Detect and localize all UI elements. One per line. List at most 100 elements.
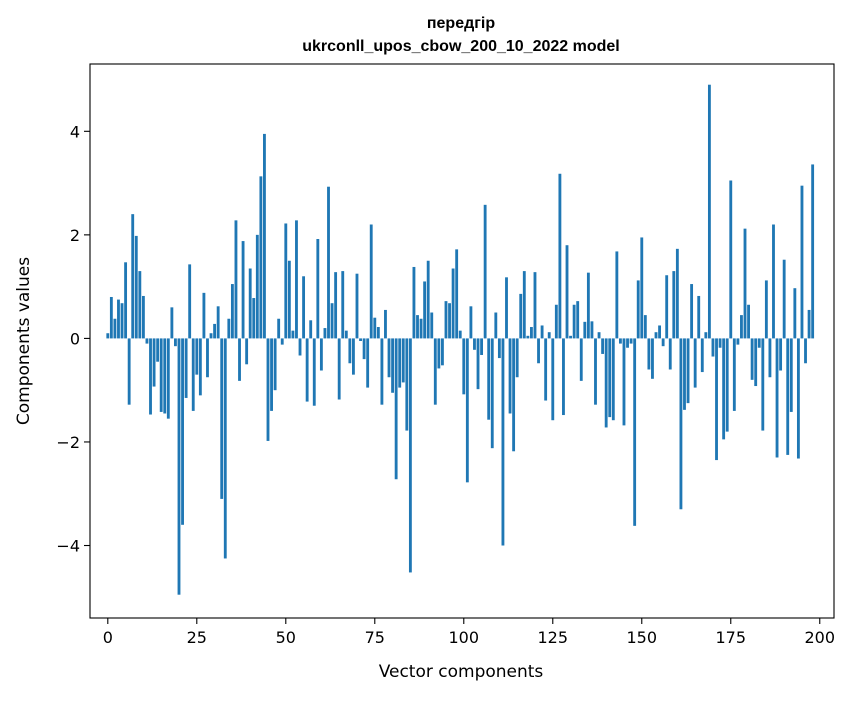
bar xyxy=(384,309,387,339)
bar xyxy=(658,325,661,339)
bar xyxy=(626,338,629,348)
bar xyxy=(223,338,227,559)
bar xyxy=(323,328,327,339)
bar xyxy=(376,327,380,339)
bar xyxy=(807,309,811,339)
bar xyxy=(469,306,473,339)
bar xyxy=(615,251,619,339)
bar xyxy=(159,338,163,412)
bar xyxy=(156,338,160,362)
bar xyxy=(191,338,195,411)
bar xyxy=(227,318,231,339)
bar xyxy=(401,338,405,383)
bar xyxy=(408,338,412,573)
bar xyxy=(131,214,135,339)
bar xyxy=(497,338,501,359)
bar xyxy=(562,338,565,416)
bar xyxy=(601,338,605,354)
bar xyxy=(757,338,761,348)
bar xyxy=(405,338,409,431)
bar xyxy=(273,338,277,391)
x-tick-label: 0 xyxy=(103,628,113,647)
y-tick-label: 2 xyxy=(70,226,80,245)
bar xyxy=(586,272,590,339)
bar xyxy=(184,338,188,398)
bar xyxy=(181,338,184,525)
bar xyxy=(779,338,783,371)
bar xyxy=(654,332,658,339)
bar xyxy=(569,335,572,339)
bar xyxy=(508,338,512,414)
bar xyxy=(540,325,544,339)
plot-frame xyxy=(89,63,835,619)
bar xyxy=(348,338,352,364)
bar xyxy=(387,338,391,378)
bar xyxy=(141,295,145,339)
bar xyxy=(170,307,174,339)
bar xyxy=(665,275,669,339)
bar xyxy=(355,273,359,339)
bar xyxy=(526,335,530,339)
bar xyxy=(316,239,320,339)
bar xyxy=(537,338,540,364)
bar xyxy=(298,338,302,356)
bar xyxy=(152,338,156,387)
bar xyxy=(611,338,615,421)
bar xyxy=(362,338,366,360)
bar xyxy=(700,338,704,373)
bar xyxy=(622,338,626,426)
bar xyxy=(277,318,281,339)
bar xyxy=(369,224,373,339)
bar xyxy=(234,220,238,339)
bar xyxy=(312,338,316,406)
bar xyxy=(444,301,448,339)
bar xyxy=(651,338,654,379)
bar xyxy=(501,338,505,546)
bar xyxy=(423,281,427,339)
bar xyxy=(718,338,722,348)
x-tick-label: 125 xyxy=(538,628,569,647)
bar xyxy=(547,332,551,339)
bar xyxy=(238,338,241,381)
bar xyxy=(270,338,273,411)
bar xyxy=(380,338,384,405)
bar xyxy=(305,338,309,402)
bar xyxy=(604,338,608,428)
bar xyxy=(334,272,338,339)
bar xyxy=(437,338,441,369)
bar xyxy=(373,317,377,339)
bar xyxy=(505,277,508,339)
bar xyxy=(391,338,395,393)
bar xyxy=(426,260,430,339)
bar xyxy=(451,268,455,339)
chart-title-line-1: передгір xyxy=(427,15,496,32)
bar xyxy=(686,338,690,404)
y-tick-label: 4 xyxy=(70,122,80,141)
bar xyxy=(772,224,775,339)
bar xyxy=(490,338,494,449)
x-tick-label: 175 xyxy=(715,628,746,647)
bar xyxy=(280,338,284,345)
bar xyxy=(412,266,416,339)
bar xyxy=(804,338,807,364)
bar xyxy=(789,338,793,412)
bar xyxy=(419,318,423,339)
bar xyxy=(597,332,601,339)
bar xyxy=(711,338,715,357)
bar xyxy=(793,288,797,339)
bar xyxy=(494,312,498,339)
bar xyxy=(679,338,683,510)
y-axis: −4 −2 0 2 4 xyxy=(56,122,90,556)
bar xyxy=(134,235,138,339)
bar xyxy=(124,262,128,339)
bar xyxy=(352,338,355,375)
bar xyxy=(747,304,750,339)
bar xyxy=(106,333,110,339)
bar xyxy=(690,284,694,339)
bar xyxy=(683,338,686,410)
y-tick-label: −4 xyxy=(56,537,80,556)
bar xyxy=(166,338,170,419)
bar xyxy=(473,338,476,350)
bar xyxy=(113,318,117,339)
